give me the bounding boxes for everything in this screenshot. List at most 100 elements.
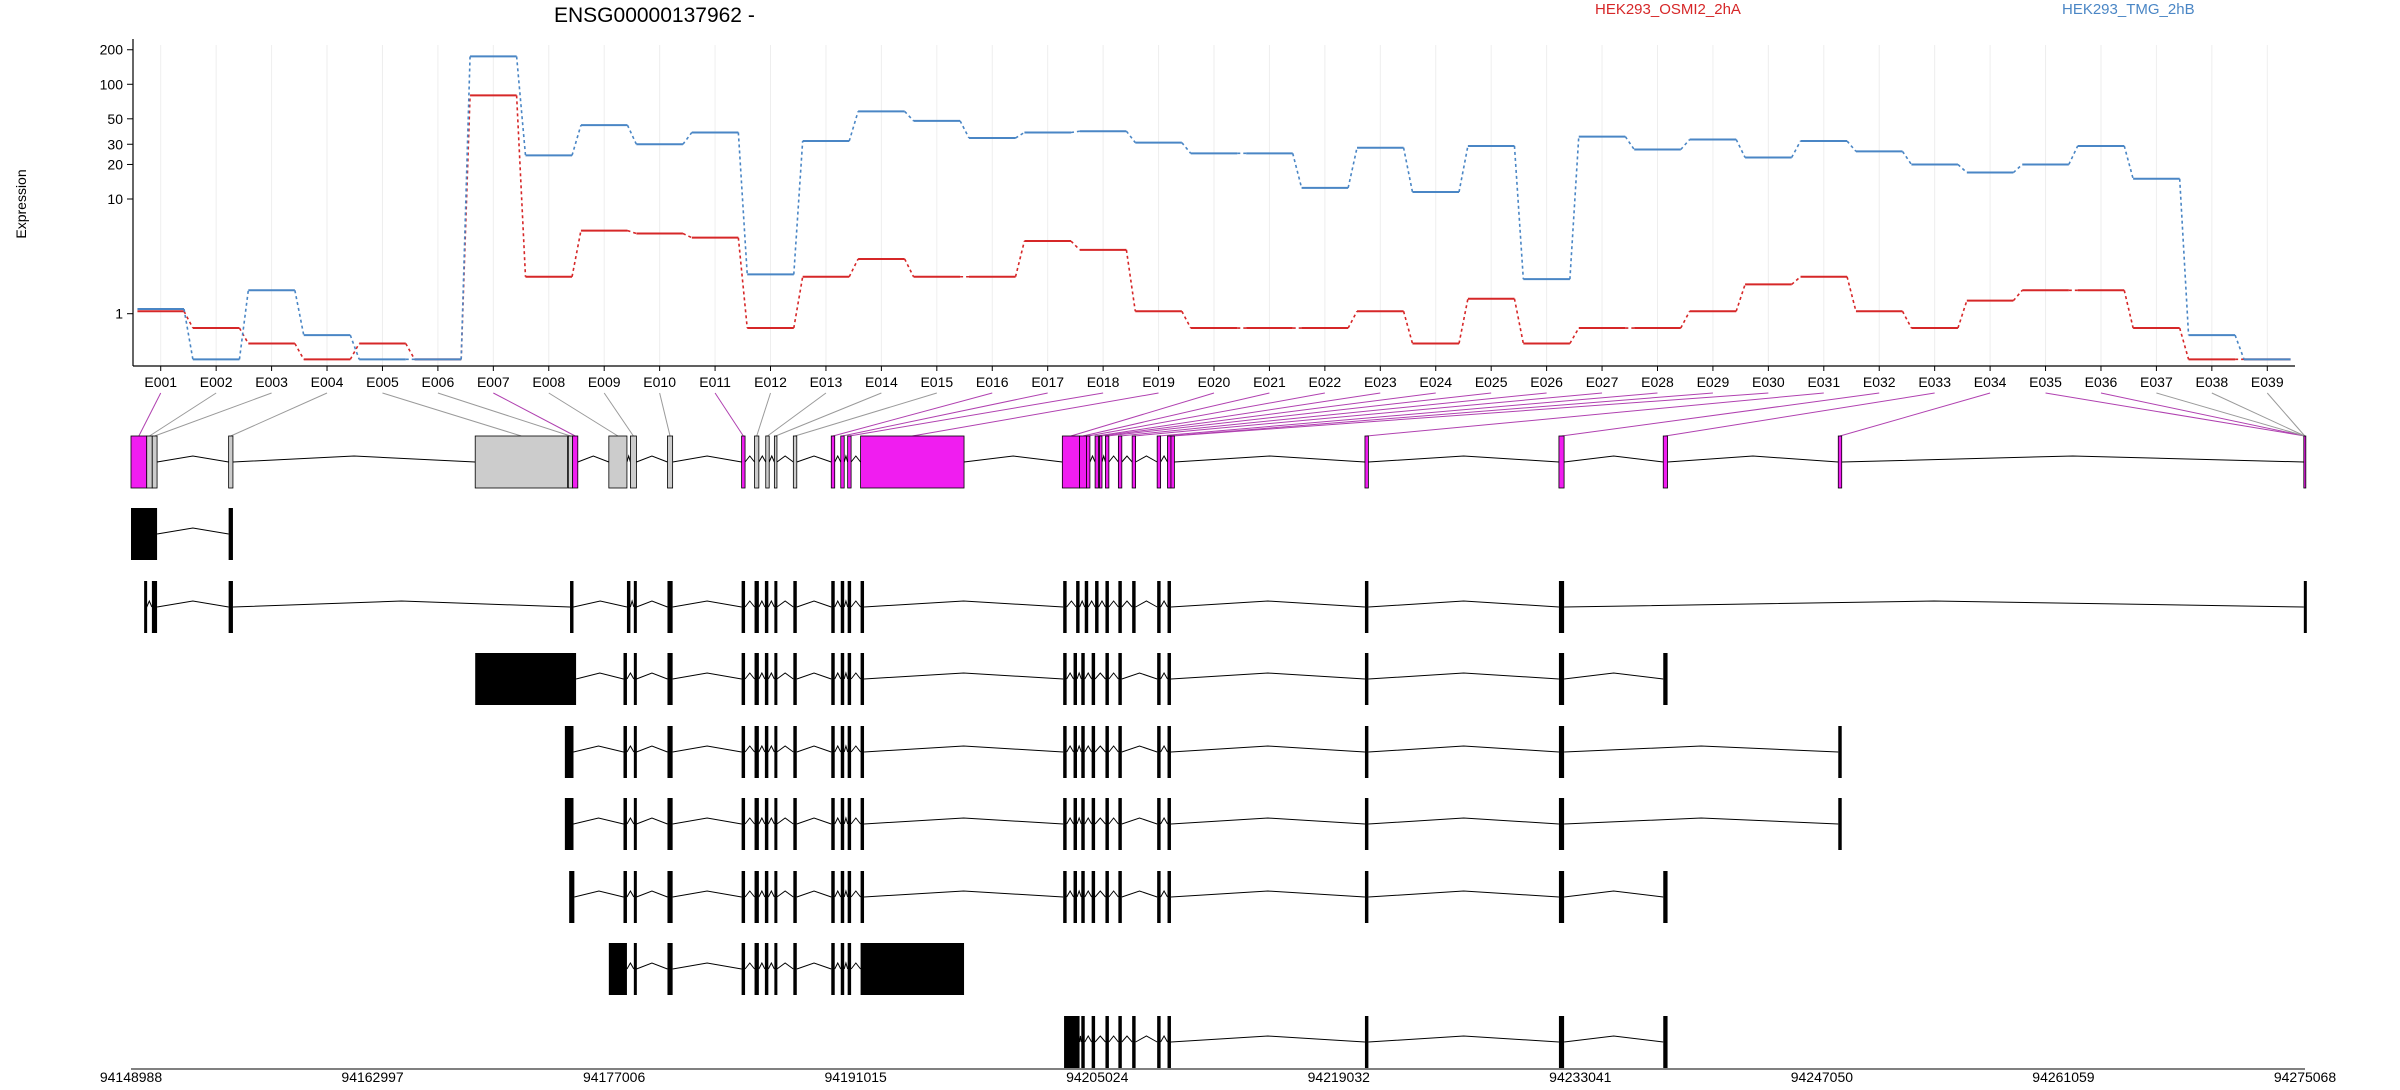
transcript-intron: [843, 671, 849, 680]
series-transition: [1957, 163, 1968, 174]
transcript-exon: [1073, 726, 1077, 778]
transcript-exon: [1081, 726, 1085, 778]
exon-connector: [1169, 392, 1713, 437]
transcript-intron: [796, 962, 832, 970]
transcript-intron: [1076, 889, 1082, 898]
transcript-exon: [1063, 871, 1067, 923]
plot-axes: 1 10 20 30 50 100 200: [100, 39, 2295, 371]
transcript-intron: [1160, 671, 1168, 680]
exon-tick-label: E012: [754, 374, 787, 390]
transcript-intron: [1135, 1035, 1158, 1043]
series-transition: [1070, 240, 1081, 251]
transcript-exon: [741, 581, 746, 633]
exon-tick-labels: E001 E002 E003 E004 E005 E006 E007 E008 E009 E010…: [144, 374, 2283, 390]
transcript-exon: [1364, 653, 1369, 705]
intron-line: [834, 454, 842, 463]
series-transition: [294, 343, 305, 360]
exon-tick-label: E003: [255, 374, 288, 390]
transcript-exon: [569, 871, 575, 923]
coordinate-tick-label: 94177006: [583, 1069, 646, 1085]
exon-tick-label: E036: [2085, 374, 2118, 390]
intron-line: [744, 455, 755, 463]
transcript-exon: [764, 653, 769, 705]
exon-bin: [667, 435, 674, 489]
exon-connector: [1158, 392, 1658, 437]
transcript-intron: [1368, 600, 1559, 608]
transcript-exon: [667, 871, 673, 923]
exon-connector: [767, 392, 827, 437]
series-transition: [460, 56, 471, 360]
coordinate-tick-label: 94247050: [1791, 1069, 1854, 1085]
intron-line: [626, 454, 631, 463]
series-transition: [1680, 310, 1691, 329]
exon-tick-label: E014: [865, 374, 898, 390]
transcript-exon: [633, 726, 637, 778]
exon-connector: [138, 392, 162, 437]
exon-bin: [567, 435, 574, 489]
transcript-intron: [1084, 889, 1093, 898]
transcript-intron: [1160, 889, 1168, 898]
transcript-intron: [834, 744, 842, 753]
transcript-intron: [834, 889, 842, 898]
exon-bin: [860, 435, 965, 489]
transcript-intron: [776, 890, 794, 898]
series-transition: [294, 290, 305, 336]
transcript-intron: [626, 889, 635, 898]
transcript-intron: [1121, 672, 1158, 680]
transcript-exon: [840, 726, 845, 778]
series-transition: [349, 334, 360, 360]
transcript-exon: [840, 653, 845, 705]
transcript-intron: [1121, 817, 1158, 825]
transcript-exon: [860, 798, 865, 850]
coordinate-tick-label: 94191015: [825, 1069, 888, 1085]
transcript-exon: [831, 798, 835, 850]
transcript-intron: [850, 672, 861, 680]
intron-line: [1089, 454, 1096, 463]
transcript-exon: [847, 943, 852, 995]
transcript-intron: [1170, 1035, 1365, 1043]
series-transition: [793, 276, 804, 329]
intron-line: [1368, 455, 1559, 463]
transcript-exon: [633, 581, 637, 633]
exon-tick-label: E004: [311, 374, 344, 390]
series-transition: [2178, 327, 2190, 360]
transcript-intron: [636, 745, 668, 753]
transcript-intron: [1368, 745, 1559, 753]
transcript-intron: [1170, 672, 1365, 680]
transcript-tracks: [131, 508, 2307, 1068]
transcript-intron: [1084, 1034, 1093, 1043]
exon-tick-label: E009: [588, 374, 621, 390]
exon-connector: [1172, 392, 1769, 437]
exon-tick-label: E006: [422, 374, 455, 390]
transcript-row: [564, 798, 1842, 850]
exon-bin: [1156, 435, 1162, 489]
transcript-intron: [767, 816, 775, 825]
y-tick-label: 30: [107, 136, 123, 152]
series-transition: [2012, 163, 2023, 174]
transcript-intron: [776, 745, 794, 753]
transcript-exon: [633, 798, 637, 850]
transcript-exon: [667, 653, 673, 705]
transcript-intron: [843, 816, 849, 825]
transcript-intron: [767, 961, 775, 970]
transcript-intron: [864, 600, 1064, 608]
transcript-exon: [1364, 871, 1369, 923]
transcript-exon: [1157, 1016, 1161, 1068]
vertical-gridlines: [160, 45, 2268, 366]
transcript-exon: [774, 726, 778, 778]
series-transition: [2068, 145, 2079, 165]
transcript-intron: [864, 890, 1064, 898]
transcript-exon: [1132, 1016, 1136, 1068]
intron-line: [672, 455, 742, 463]
transcript-intron: [1108, 600, 1119, 608]
transcript-exon: [1364, 726, 1369, 778]
transcript-exon: [1558, 653, 1565, 705]
transcript-exon: [1364, 1016, 1369, 1068]
transcript-exon: [840, 943, 845, 995]
exon-connector: [1070, 392, 1215, 437]
series-transition: [571, 230, 582, 277]
exon-connector: [2266, 392, 2306, 437]
transcript-exon: [840, 581, 845, 633]
exon-bin: [146, 435, 153, 489]
y-tick-label: 20: [107, 156, 123, 172]
